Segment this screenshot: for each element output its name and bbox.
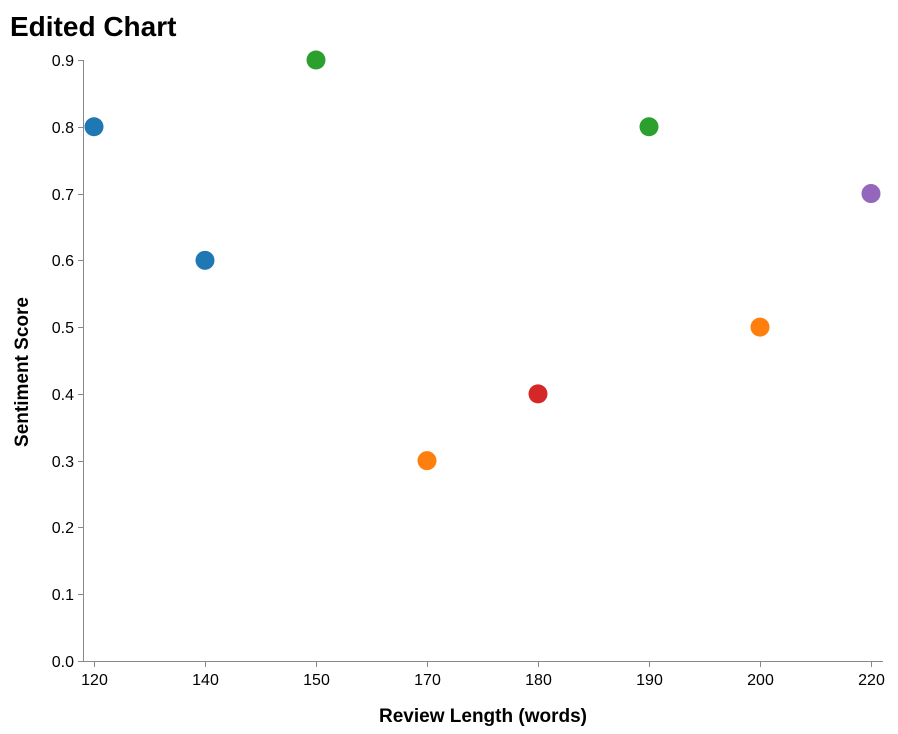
y-tick-label: 0.6 (52, 253, 74, 270)
y-tick-label: 0.8 (52, 120, 74, 137)
y-tick-label: 0.2 (52, 520, 74, 537)
x-tick-label: 200 (747, 672, 774, 689)
y-tick-label: 0.1 (52, 587, 74, 604)
x-tick-label: 180 (525, 672, 552, 689)
data-point-1 (195, 250, 215, 270)
y-tick-label: 0.3 (52, 454, 74, 471)
data-point-4 (528, 384, 548, 404)
data-point-0 (84, 117, 104, 137)
y-axis: 0.0 0.1 0.2 0.3 0.4 0.5 0.6 0.7 0.8 0.9 (52, 53, 84, 671)
x-tick-label: 150 (303, 672, 330, 689)
data-point-6 (750, 317, 770, 337)
data-points (84, 50, 881, 471)
x-tick-label: 220 (858, 672, 885, 689)
x-tick-label: 120 (81, 672, 108, 689)
data-point-3 (417, 451, 437, 471)
data-point-2 (306, 50, 326, 70)
x-tick-label: 140 (192, 672, 219, 689)
y-tick-label: 0.7 (52, 187, 74, 204)
y-axis-title: Sentiment Score (12, 297, 33, 447)
y-tick-label: 0.4 (52, 387, 74, 404)
data-point-5 (639, 117, 659, 137)
y-tick-label: 0.5 (52, 320, 74, 337)
x-tick-label: 170 (414, 672, 441, 689)
y-tick-label: 0.0 (52, 654, 74, 671)
y-tick-label: 0.9 (52, 53, 74, 70)
data-point-7 (861, 184, 881, 204)
x-tick-label: 190 (636, 672, 663, 689)
x-axis: 120 140 150 170 180 190 200 220 (81, 661, 885, 689)
chart-title: Edited Chart (10, 11, 176, 42)
x-axis-title: Review Length (words) (379, 706, 587, 727)
